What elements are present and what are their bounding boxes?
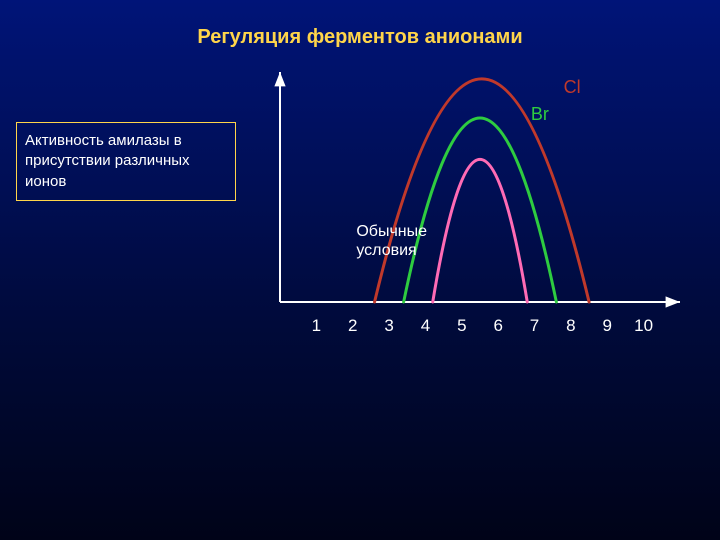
y-axis-arrow	[274, 72, 285, 86]
curve-br	[404, 118, 557, 302]
chart-svg	[280, 72, 680, 302]
x-tick-1: 1	[312, 316, 321, 336]
x-tick-2: 2	[348, 316, 357, 336]
curve-normal	[433, 159, 528, 302]
chart: 12345678910 Обычные условияBrCl	[280, 72, 680, 302]
page-title: Регуляция ферментов анионами	[0, 26, 720, 49]
curve-cl	[375, 79, 590, 302]
x-tick-8: 8	[566, 316, 575, 336]
x-tick-6: 6	[493, 316, 502, 336]
x-tick-7: 7	[530, 316, 539, 336]
x-tick-10: 10	[634, 316, 653, 336]
curves-group	[375, 79, 590, 302]
annotation-box: Активность амилазы в присутствии различн…	[16, 122, 236, 201]
label-обычные-условия: Обычные условия	[356, 222, 427, 260]
x-tick-9: 9	[603, 316, 612, 336]
x-tick-4: 4	[421, 316, 430, 336]
label-cl: Cl	[564, 77, 581, 99]
x-axis-arrow	[666, 296, 680, 307]
x-tick-5: 5	[457, 316, 466, 336]
label-br: Br	[531, 104, 549, 126]
x-tick-3: 3	[384, 316, 393, 336]
